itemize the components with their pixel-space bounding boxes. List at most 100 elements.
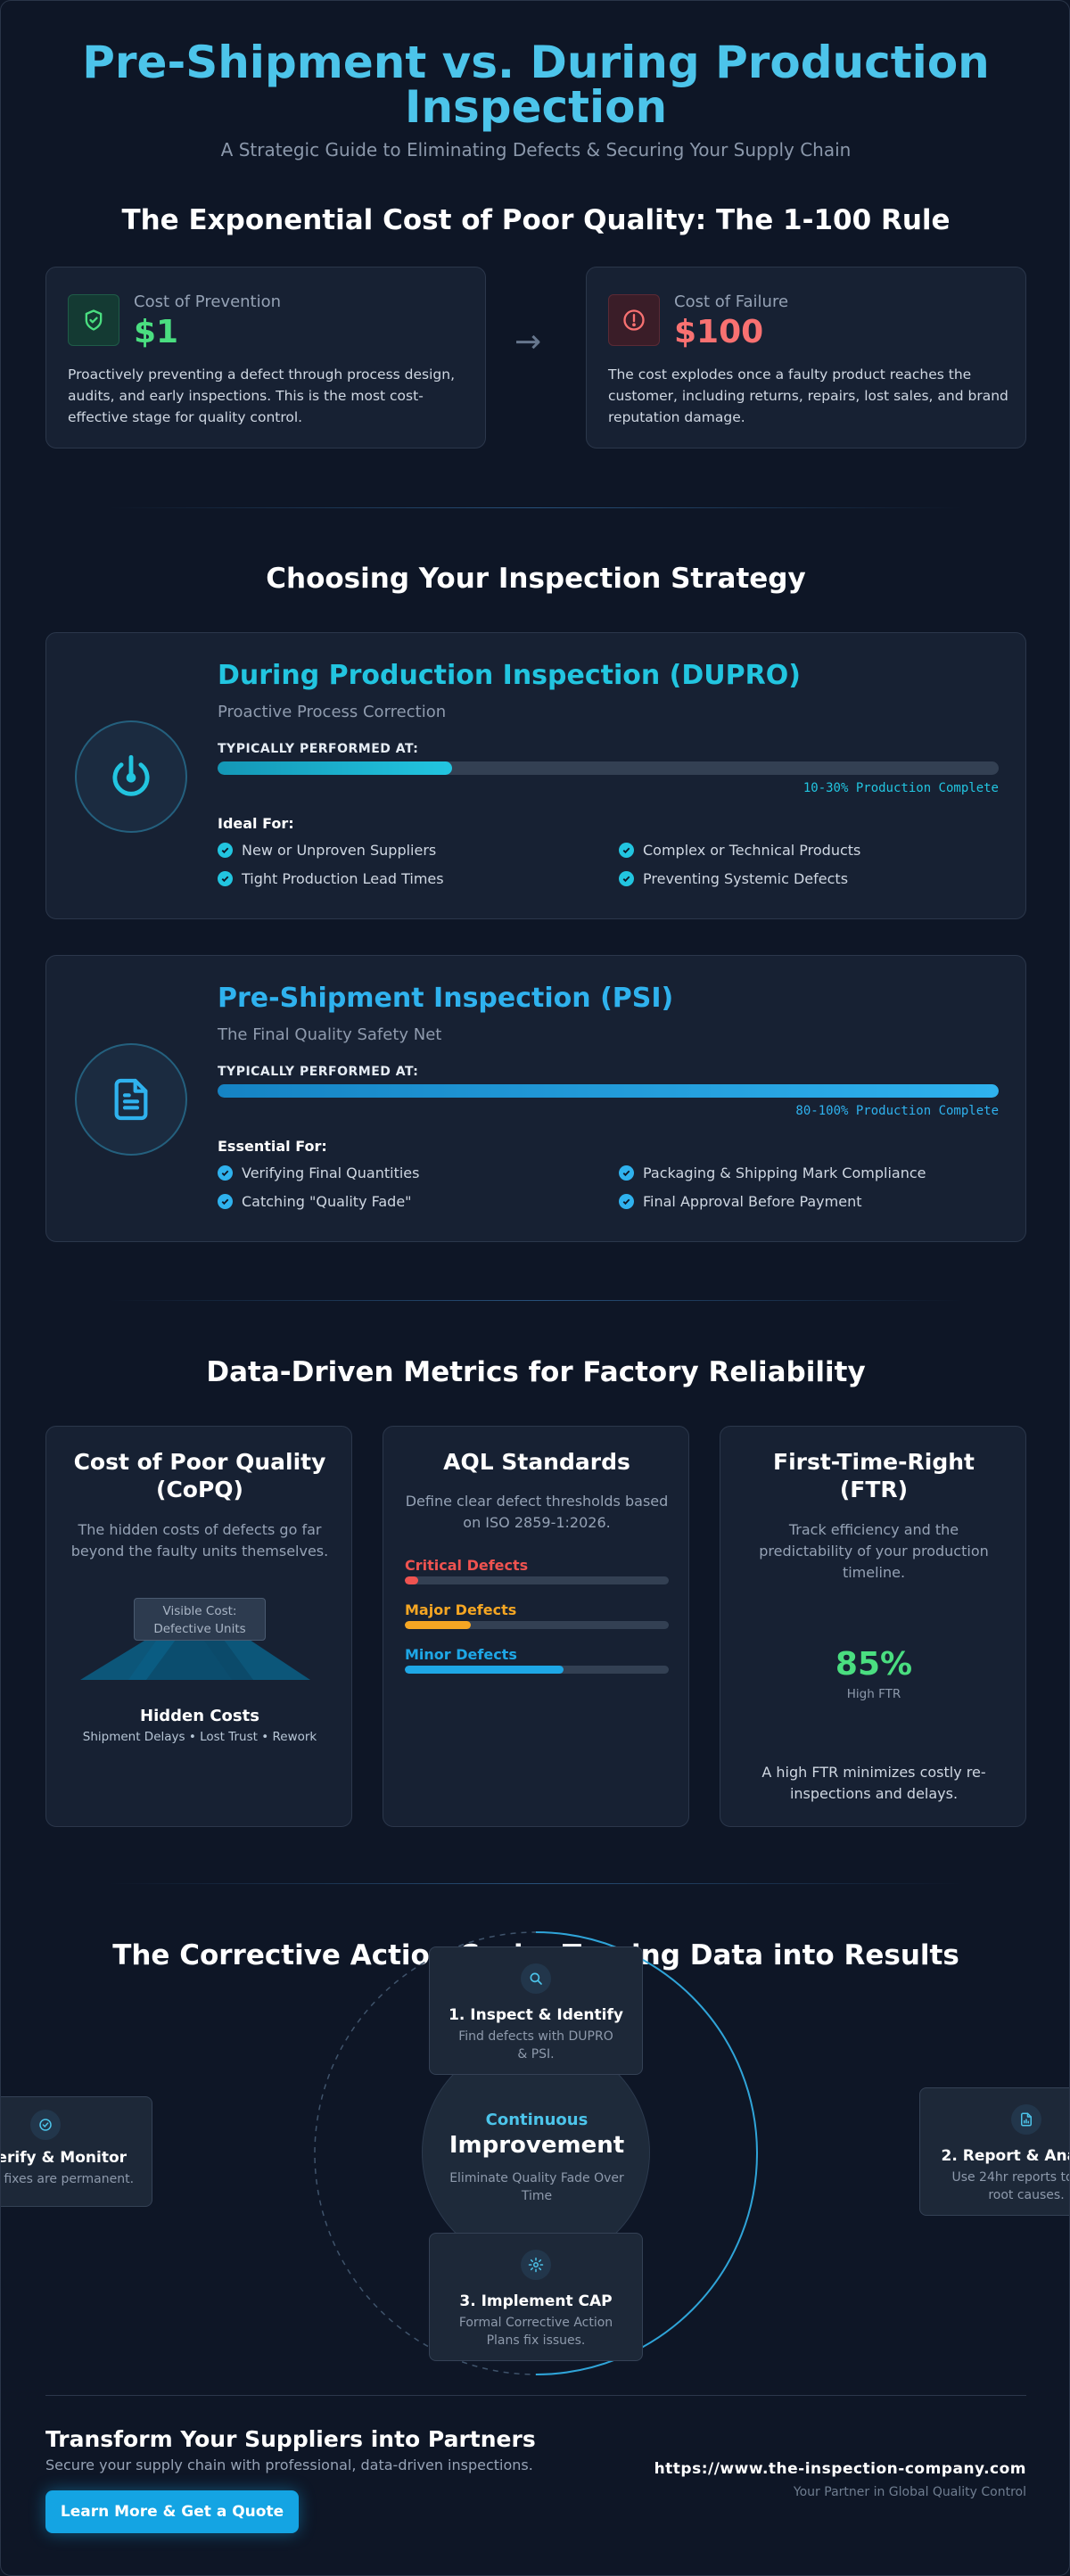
cycle-step-report: 2. Report & Analyze Use 24hr reports to …	[919, 2087, 1069, 2216]
copq-description: The hidden costs of defects go far beyon…	[70, 1521, 329, 1560]
dupro-range-text: 10-30% Production Complete	[802, 781, 999, 795]
dupro-list-label: Ideal For:	[218, 815, 294, 832]
step-title: 4. Verify & Monitor	[1, 2149, 128, 2167]
aql-critical-fill	[405, 1576, 418, 1584]
iceberg-shape	[146, 1607, 253, 1680]
step-desc: Formal Corrective Action Plans fix issue…	[458, 2316, 613, 2348]
copq-card: Cost of Poor Quality (CoPQ) The hidden c…	[45, 1426, 352, 1827]
aql-major-bar	[405, 1621, 669, 1629]
visible-cost-line2: Defective Units	[153, 1622, 246, 1636]
cycle-center-title: Improvement	[449, 2132, 625, 2159]
failure-value: $100	[674, 314, 764, 350]
cycle-step-verify: 4. Verify & Monitor Ensure fixes are per…	[1, 2096, 152, 2207]
aql-major-fill	[405, 1621, 471, 1629]
metrics-heading: Data-Driven Metrics for Factory Reliabil…	[206, 1356, 866, 1388]
aql-card: AQL Standards Define clear defect thresh…	[383, 1426, 689, 1827]
prevention-value: $1	[134, 314, 179, 350]
page-title-line1: Pre-Shipment vs. During Production	[82, 37, 990, 88]
check-circle-icon	[30, 2110, 61, 2140]
section-divider	[108, 507, 964, 508]
dupro-list-item: Complex or Technical Products	[619, 842, 860, 859]
step-desc: Use 24hr reports to find root causes.	[951, 2170, 1069, 2202]
prevention-description: Proactively preventing a defect through …	[68, 366, 456, 425]
dupro-list-item: Tight Production Lead Times	[218, 870, 444, 887]
ftr-title-line1: First-Time-Right	[773, 1449, 975, 1475]
power-icon	[75, 720, 187, 833]
psi-performed-label: TYPICALLY PERFORMED AT:	[218, 1065, 419, 1079]
psi-item-text: Catching "Quality Fade"	[242, 1193, 412, 1210]
step-title: 3. Implement CAP	[459, 2292, 613, 2310]
dupro-item-text: Complex or Technical Products	[643, 842, 861, 859]
arrow-right-icon: →	[514, 324, 542, 360]
cycle-center-desc: Eliminate Quality Fade Over Time	[449, 2171, 624, 2203]
ftr-value: 85%	[835, 1646, 913, 1683]
dupro-item-text: Tight Production Lead Times	[242, 870, 444, 887]
ftr-value-label: High FTR	[846, 1687, 901, 1701]
dupro-progress-fill	[218, 761, 452, 775]
hidden-costs-title: Hidden Costs	[140, 1707, 259, 1725]
dupro-title: During Production Inspection (DUPRO)	[218, 660, 801, 691]
cycle-center-kicker: Continuous	[485, 2111, 588, 2129]
document-icon	[75, 1043, 187, 1156]
failure-card: Cost of Failure $100 The cost explodes o…	[586, 267, 1026, 449]
ftr-card: First-Time-Right (FTR) Track efficiency …	[720, 1426, 1026, 1827]
copq-title-line1: Cost of Poor Quality	[73, 1449, 326, 1475]
aql-critical-label: Critical Defects	[405, 1557, 529, 1574]
check-icon	[619, 871, 634, 886]
ftr-description: Track efficiency and the predictability …	[759, 1521, 989, 1581]
psi-progress-bar	[218, 1084, 999, 1098]
footer-divider	[45, 2395, 1026, 2396]
failure-label: Cost of Failure	[674, 292, 789, 311]
check-icon	[619, 843, 634, 858]
footer-tagline: Your Partner in Global Quality Control	[793, 2485, 1026, 2499]
shield-icon	[68, 294, 119, 346]
dupro-list-item: Preventing Systemic Defects	[619, 870, 848, 887]
check-icon	[218, 843, 233, 858]
ftr-title: First-Time-Right (FTR)	[720, 1448, 1027, 1503]
page-title-line2: Inspection	[404, 81, 668, 133]
prevention-card: Cost of Prevention $1 Proactively preven…	[45, 267, 486, 449]
dupro-performed-label: TYPICALLY PERFORMED AT:	[218, 742, 419, 756]
cost-rule-heading: The Exponential Cost of Poor Quality: Th…	[121, 204, 951, 236]
visible-cost-line1: Visible Cost:	[162, 1604, 237, 1618]
dupro-subtitle: Proactive Process Correction	[218, 703, 447, 721]
ftr-title-line2: (FTR)	[839, 1477, 909, 1502]
psi-item-text: Packaging & Shipping Mark Compliance	[643, 1165, 926, 1181]
step-title: 1. Inspect & Identify	[449, 2006, 623, 2024]
check-icon	[218, 1165, 233, 1181]
page-title: Pre-Shipment vs. During Production Inspe…	[1, 37, 1069, 133]
footer-heading: Transform Your Suppliers into Partners	[45, 2426, 536, 2452]
aql-major-label: Major Defects	[405, 1601, 517, 1618]
aql-description: Define clear defect thresholds based on …	[405, 1493, 669, 1531]
alert-circle-icon	[608, 294, 660, 346]
company-url-link[interactable]: https://www.the-inspection-company.com	[654, 2460, 1026, 2478]
psi-list-item: Final Approval Before Payment	[619, 1193, 861, 1210]
section-divider	[108, 1300, 964, 1301]
check-icon	[619, 1194, 634, 1209]
dupro-card: During Production Inspection (DUPRO) Pro…	[45, 632, 1026, 919]
psi-progress-fill	[218, 1084, 999, 1098]
dupro-item-text: Preventing Systemic Defects	[643, 870, 849, 887]
section-divider	[108, 1883, 964, 1884]
psi-list-item: Packaging & Shipping Mark Compliance	[619, 1165, 926, 1181]
psi-list-item: Verifying Final Quantities	[218, 1165, 419, 1181]
step-title: 2. Report & Analyze	[941, 2147, 1069, 2165]
psi-subtitle: The Final Quality Safety Net	[218, 1025, 442, 1044]
learn-more-button[interactable]: Learn More & Get a Quote	[45, 2490, 299, 2533]
psi-item-text: Final Approval Before Payment	[643, 1193, 862, 1210]
strategy-heading: Choosing Your Inspection Strategy	[266, 563, 806, 595]
search-icon	[521, 1963, 551, 1994]
aql-minor-bar	[405, 1666, 669, 1674]
copq-title-line2: (CoPQ)	[156, 1477, 243, 1502]
psi-list-label: Essential For:	[218, 1138, 327, 1155]
failure-description: The cost explodes once a faulty product …	[608, 366, 1008, 425]
check-icon	[619, 1165, 634, 1181]
prevention-label: Cost of Prevention	[134, 292, 282, 311]
psi-item-text: Verifying Final Quantities	[242, 1165, 420, 1181]
step-desc: Ensure fixes are permanent.	[1, 2172, 135, 2186]
aql-critical-bar	[405, 1576, 669, 1584]
aql-title: AQL Standards	[443, 1449, 630, 1475]
iceberg-diagram	[80, 1607, 310, 1680]
check-icon	[218, 871, 233, 886]
